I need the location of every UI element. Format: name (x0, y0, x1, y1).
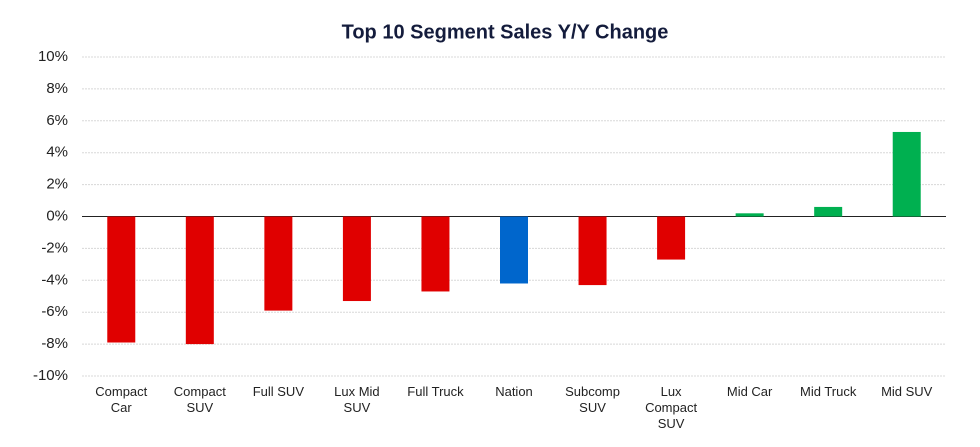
x-tick-label: Lux Compact SUV (645, 384, 698, 431)
y-tick-label: 8% (46, 80, 68, 97)
x-tick-label: Compact SUV (173, 384, 226, 415)
x-tick-label: Nation (495, 384, 533, 399)
x-tick-label: Mid Truck (800, 384, 857, 399)
bar (107, 216, 136, 343)
x-tick-label: Mid SUV (881, 384, 933, 399)
y-tick-label: -6% (41, 303, 68, 320)
x-tick-label: Compact Car (95, 384, 148, 415)
bar (264, 216, 293, 311)
y-tick-label: -8% (41, 335, 68, 352)
y-tick-label: 0% (46, 207, 68, 224)
bar (814, 206, 843, 217)
y-tick-label: 10% (38, 48, 68, 65)
chart-title: Top 10 Segment Sales Y/Y Change (342, 21, 669, 43)
x-tick-label: Subcomp SUV (565, 384, 620, 415)
bar (578, 216, 607, 286)
y-tick-label: -4% (41, 271, 68, 288)
bar (500, 216, 528, 284)
x-tick-label: Full SUV (252, 384, 304, 399)
y-tick-label: 6% (46, 112, 68, 129)
y-tick-label: -2% (41, 239, 68, 256)
bar (342, 216, 371, 302)
y-tick-label: 4% (46, 144, 68, 161)
y-tick-label: 2% (46, 176, 68, 193)
y-tick-label: -10% (33, 367, 68, 384)
bar (657, 216, 686, 260)
x-tick-label: Mid Car (726, 384, 773, 399)
x-tick-label: Full Truck (407, 384, 464, 399)
bar (185, 216, 214, 345)
x-tick-label: Lux Mid SUV (334, 384, 380, 415)
bar (421, 216, 450, 292)
bar (735, 213, 764, 217)
bar (892, 131, 921, 217)
